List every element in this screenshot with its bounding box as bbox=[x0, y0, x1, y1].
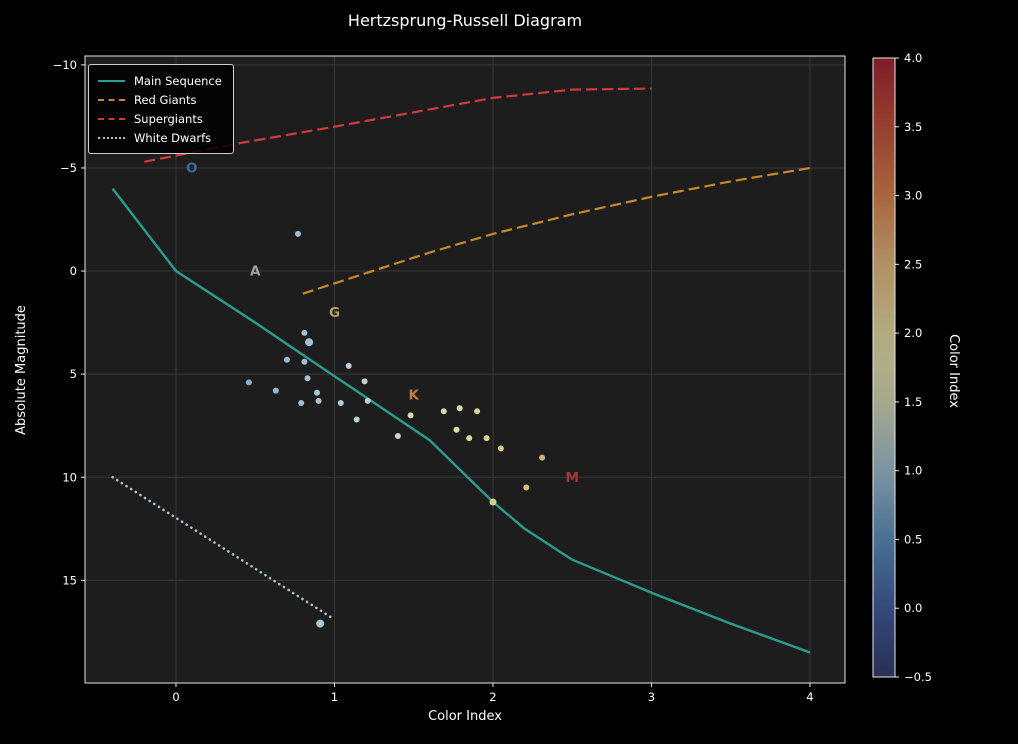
star-point bbox=[301, 329, 308, 336]
chart-title: Hertzsprung-Russell Diagram bbox=[347, 11, 583, 30]
star-point bbox=[298, 400, 305, 406]
y-tick-label: 0 bbox=[70, 264, 77, 278]
star-point bbox=[301, 358, 308, 365]
star-point bbox=[523, 484, 530, 491]
star-point bbox=[295, 230, 301, 237]
colorbar-tick-label: −0.5 bbox=[904, 670, 932, 684]
star-point bbox=[315, 397, 322, 404]
spectral-label-A: A bbox=[250, 264, 261, 280]
series-white-dwarfs-line bbox=[111, 475, 336, 621]
x-tick-label: 0 bbox=[172, 690, 179, 704]
y-tick-label: −5 bbox=[60, 161, 77, 175]
x-axis-label: Color Index bbox=[428, 709, 502, 724]
axes-background bbox=[85, 56, 845, 683]
legend-line-sample-supergiants bbox=[98, 117, 125, 120]
spectral-label-K: K bbox=[408, 388, 419, 404]
star-point bbox=[394, 433, 401, 439]
colorbar-tick-label: 1.5 bbox=[904, 395, 922, 409]
spectral-label-O: O bbox=[186, 161, 197, 177]
legend-line-sample-main-sequence bbox=[98, 79, 125, 82]
legend-label: White Dwarfs bbox=[134, 130, 212, 145]
star-point bbox=[440, 408, 447, 415]
legend-item-white-dwarfs: White Dwarfs bbox=[98, 128, 222, 147]
star-point bbox=[337, 400, 344, 406]
star-point bbox=[314, 389, 320, 396]
legend-line-sample-white-dwarfs bbox=[98, 136, 125, 139]
colorbar-tick-label: 4.0 bbox=[904, 51, 922, 65]
colorbar-tick-label: 0.0 bbox=[904, 601, 922, 615]
star-point bbox=[539, 454, 546, 461]
star-point bbox=[316, 619, 325, 628]
colorbar-gradient bbox=[872, 57, 896, 678]
star-point bbox=[489, 498, 497, 506]
y-axis-label: Absolute Magnitude bbox=[14, 305, 29, 435]
legend-label: Red Giants bbox=[134, 92, 197, 107]
x-tick-label: 2 bbox=[489, 690, 496, 704]
star-point bbox=[453, 426, 460, 433]
legend-item-supergiants: Supergiants bbox=[98, 109, 222, 128]
y-tick-label: 15 bbox=[62, 573, 77, 587]
star-point bbox=[283, 356, 290, 363]
star-point bbox=[345, 362, 352, 369]
y-tick-label: −10 bbox=[53, 58, 77, 72]
star-point bbox=[272, 387, 279, 394]
colorbar-tick-label: 3.0 bbox=[904, 189, 922, 203]
x-tick-label: 4 bbox=[806, 690, 813, 704]
star-point bbox=[245, 379, 252, 386]
star-point bbox=[474, 408, 481, 415]
y-tick-label: 10 bbox=[62, 470, 77, 484]
legend-item-red-giants: Red Giants bbox=[98, 90, 222, 109]
legend-label: Main Sequence bbox=[134, 73, 222, 88]
star-point bbox=[364, 397, 371, 404]
x-tick-label: 1 bbox=[331, 690, 338, 704]
legend: Main Sequence Red Giants Supergiants Whi… bbox=[88, 64, 234, 154]
y-tick-label: 5 bbox=[70, 367, 77, 381]
star-point bbox=[483, 435, 490, 442]
series-red-giants-line bbox=[302, 166, 811, 295]
star-point bbox=[456, 405, 463, 412]
star-point bbox=[353, 416, 360, 423]
x-tick-label: 3 bbox=[648, 690, 655, 704]
colorbar-tick-label: 2.0 bbox=[904, 326, 922, 340]
star-point bbox=[305, 338, 314, 347]
legend-item-main-sequence: Main Sequence bbox=[98, 71, 222, 90]
colorbar-tick-label: 0.5 bbox=[904, 532, 922, 546]
colorbar-label: Color Index bbox=[946, 334, 961, 408]
star-point bbox=[304, 375, 311, 382]
axes-spines bbox=[84, 55, 846, 684]
series-supergiants-line bbox=[144, 87, 652, 163]
spectral-label-M: M bbox=[565, 470, 578, 486]
colorbar-tick-label: 1.0 bbox=[904, 464, 922, 478]
legend-line-sample-red-giants bbox=[98, 98, 125, 101]
spectral-label-G: G bbox=[329, 305, 340, 321]
star-point bbox=[361, 378, 368, 385]
star-point bbox=[466, 435, 473, 442]
colorbar-tick-label: 3.5 bbox=[904, 120, 922, 134]
star-point bbox=[497, 445, 504, 452]
star-point bbox=[407, 412, 414, 419]
colorbar-tick-label: 2.5 bbox=[904, 257, 922, 271]
legend-label: Supergiants bbox=[134, 111, 203, 126]
